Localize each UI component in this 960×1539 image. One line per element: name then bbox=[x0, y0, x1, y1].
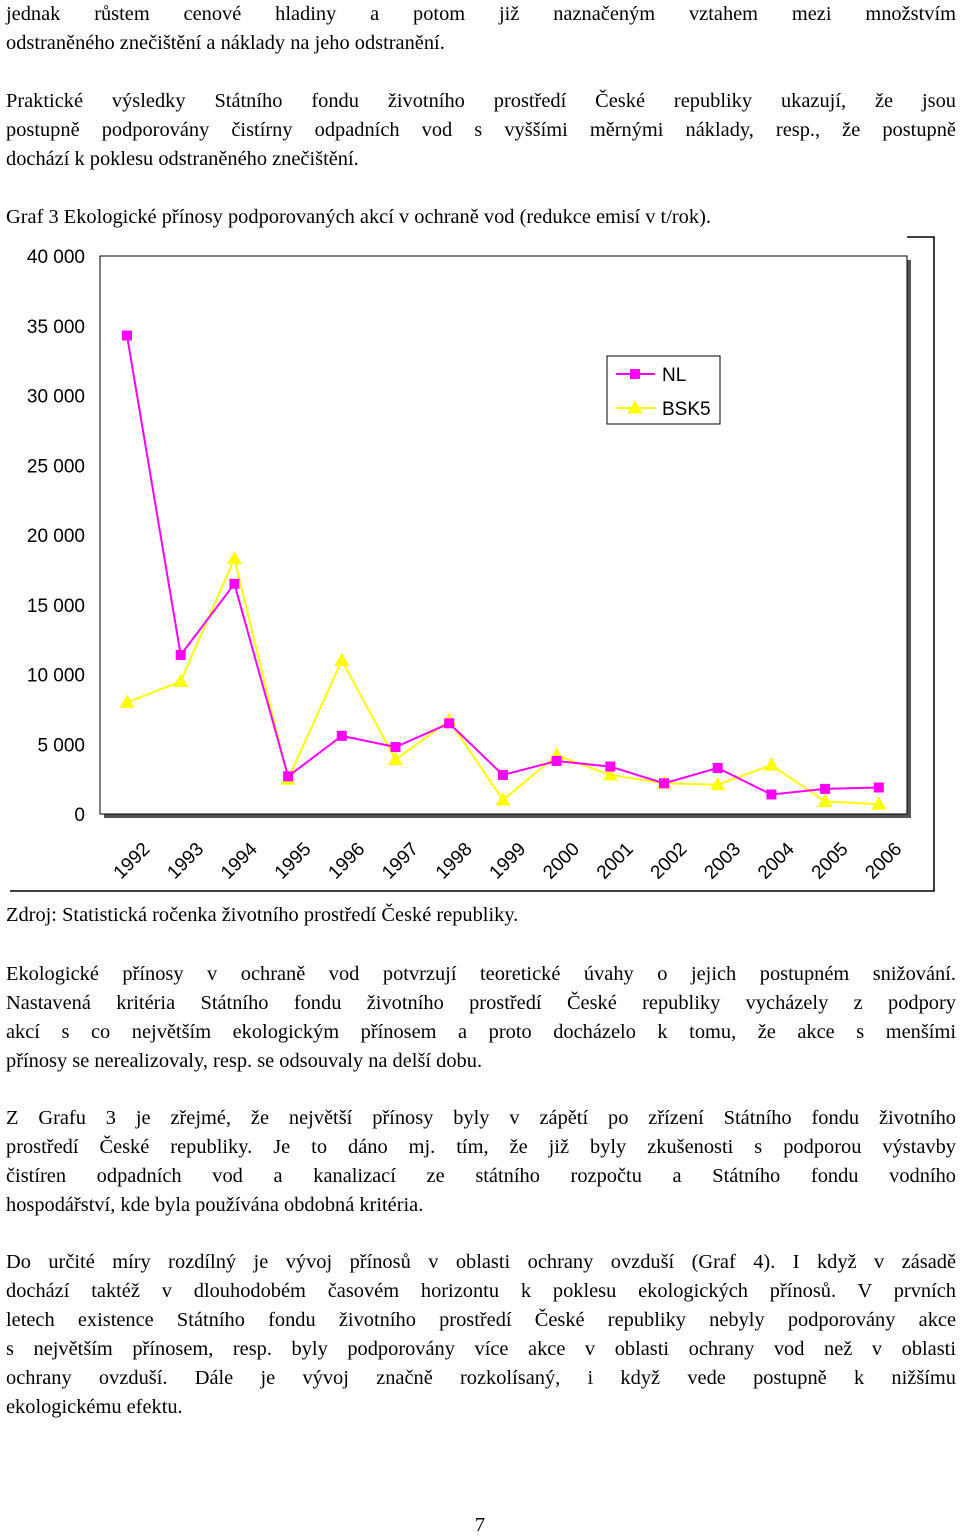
triangle-marker bbox=[627, 399, 643, 414]
paragraph-3: Do určité míry rozdílný je vývoj přínosů… bbox=[6, 1248, 956, 1422]
paragraph-line: Ekologické přínosy v ochraně vod potvrzu… bbox=[6, 963, 956, 985]
series-nl bbox=[122, 330, 884, 800]
y-tick-label: 25 000 bbox=[27, 456, 85, 477]
square-marker bbox=[497, 769, 508, 780]
paragraph-line: akcí s co největším ekologickým přínosem… bbox=[6, 1021, 956, 1043]
triangle-marker bbox=[602, 766, 618, 781]
y-tick-label: 40 000 bbox=[27, 247, 85, 268]
square-marker bbox=[336, 730, 347, 741]
x-tick-label: 2004 bbox=[754, 838, 799, 883]
square-marker bbox=[283, 771, 294, 782]
intro-paragraph: jednak růstem cenové hladiny a potom již… bbox=[6, 0, 956, 58]
y-tick-label: 20 000 bbox=[27, 526, 85, 547]
paragraph-line: letech existence Státního fondu životníh… bbox=[6, 1309, 956, 1331]
legend-label: NL bbox=[662, 365, 686, 386]
y-tick-label: 15 000 bbox=[27, 596, 85, 617]
legend-box bbox=[606, 355, 721, 425]
figure-caption: Graf 3 Ekologické přínosy podporovaných … bbox=[6, 206, 711, 228]
paragraph-line: ekologickému efektu. bbox=[6, 1396, 183, 1418]
paragraph-line: Z Grafu 3 je zřejmé, že největší přínosy… bbox=[6, 1107, 956, 1129]
x-tick-label: 1996 bbox=[324, 839, 369, 884]
paragraph-line: prostředí České republiky. Je to dáno mj… bbox=[6, 1136, 956, 1158]
y-tick-label: 30 000 bbox=[27, 387, 85, 408]
triangle-marker bbox=[495, 792, 511, 806]
square-marker bbox=[820, 783, 831, 794]
triangle-marker bbox=[173, 673, 189, 687]
chart-frame bbox=[10, 236, 935, 892]
triangle-marker bbox=[388, 751, 403, 766]
chart-svg: 0 5 000 10 000 15 000 20 000 25 000 30 000 35 0… bbox=[10, 236, 935, 892]
results-line: Praktické výsledky Státního fondu životn… bbox=[6, 90, 956, 112]
square-marker bbox=[630, 369, 640, 379]
emissions-chart: 0 5 000 10 000 15 000 20 000 25 000 30 000 35 0… bbox=[0, 232, 960, 897]
page-number: 7 bbox=[474, 1514, 486, 1536]
chart-border bbox=[10, 236, 935, 892]
source-note: Zdroj: Statistická ročenka životního pro… bbox=[6, 904, 519, 926]
x-tick-label: 2006 bbox=[861, 839, 906, 884]
square-marker bbox=[444, 718, 455, 729]
paragraph-line: s největším přínosem, resp. byly podporo… bbox=[6, 1338, 956, 1360]
paragraph-line: Nastavená kritéria Státního fondu životn… bbox=[6, 992, 956, 1014]
x-tick-label: 1994 bbox=[217, 838, 262, 883]
results-line: postupně podporovány čistírny odpadních … bbox=[6, 119, 956, 141]
paragraph-line: Do určité míry rozdílný je vývoj přínosů… bbox=[6, 1251, 956, 1273]
results-line: dochází k poklesu odstraněného znečištěn… bbox=[6, 148, 359, 170]
y-tick-label: 0 bbox=[74, 805, 85, 826]
paragraph-line: hospodářství, kde byla používána obdobná… bbox=[6, 1194, 424, 1216]
square-marker bbox=[873, 782, 884, 793]
square-marker bbox=[229, 578, 240, 589]
square-marker bbox=[551, 755, 562, 766]
x-tick-label: 1998 bbox=[432, 839, 477, 884]
paragraph-1: Ekologické přínosy v ochraně vod potvrzu… bbox=[6, 960, 956, 1076]
x-tick-label: 1999 bbox=[486, 839, 531, 884]
x-tick-label: 1997 bbox=[378, 839, 423, 884]
square-marker bbox=[712, 762, 723, 773]
x-tick-label: 1993 bbox=[163, 839, 208, 884]
triangle-marker bbox=[764, 757, 779, 771]
x-axis-ticks: 1992 1993 1994 1995 1996 1997 1998 1999 2000 2001… bbox=[110, 838, 907, 883]
triangle-marker bbox=[334, 652, 350, 667]
paragraph-line: čistíren odpadních vod a kanalizací ze s… bbox=[6, 1165, 956, 1187]
paragraph-line: ochrany ovzduší. Dále je vývoj značně ro… bbox=[6, 1367, 956, 1389]
x-tick-label: 2003 bbox=[700, 839, 745, 884]
square-marker bbox=[390, 742, 401, 753]
x-tick-label: 1992 bbox=[110, 839, 155, 884]
x-tick-label: 2005 bbox=[808, 839, 853, 884]
paragraph-line: dochází taktéž v dlouhodobém časovém hor… bbox=[6, 1280, 956, 1302]
chart-legend: NL BSK5 bbox=[606, 355, 721, 425]
series-layer bbox=[119, 330, 887, 810]
y-axis-ticks: 0 5 000 10 000 15 000 20 000 25 000 30 000 35 0… bbox=[27, 247, 85, 826]
square-marker bbox=[605, 761, 616, 772]
triangle-marker bbox=[119, 694, 135, 708]
x-tick-label: 1995 bbox=[271, 839, 316, 884]
square-marker bbox=[659, 778, 669, 789]
x-tick-label: 2002 bbox=[647, 839, 692, 884]
x-tick-label: 2001 bbox=[593, 839, 638, 884]
intro-line: jednak růstem cenové hladiny a potom již… bbox=[6, 3, 956, 25]
y-tick-label: 5 000 bbox=[37, 735, 85, 756]
legend-label: BSK5 bbox=[662, 399, 711, 420]
triangle-marker bbox=[710, 776, 726, 791]
x-tick-label: 2000 bbox=[539, 839, 584, 884]
y-tick-label: 35 000 bbox=[27, 317, 85, 338]
paragraph-line: přínosy se nerealizovaly, resp. se odsou… bbox=[6, 1050, 483, 1072]
paragraph-2: Z Grafu 3 je zřejmé, že největší přínosy… bbox=[6, 1104, 956, 1220]
y-tick-label: 10 000 bbox=[27, 666, 85, 687]
triangle-marker bbox=[227, 550, 242, 565]
intro-line: odstraněného znečištění a náklady na jeh… bbox=[6, 32, 445, 54]
plot-area bbox=[99, 255, 908, 815]
triangle-marker bbox=[871, 796, 887, 810]
square-marker bbox=[122, 330, 132, 341]
square-marker bbox=[175, 649, 186, 660]
square-marker bbox=[766, 789, 777, 800]
triangle-marker bbox=[817, 793, 833, 807]
results-paragraph: Praktické výsledky Státního fondu životn… bbox=[6, 87, 956, 174]
